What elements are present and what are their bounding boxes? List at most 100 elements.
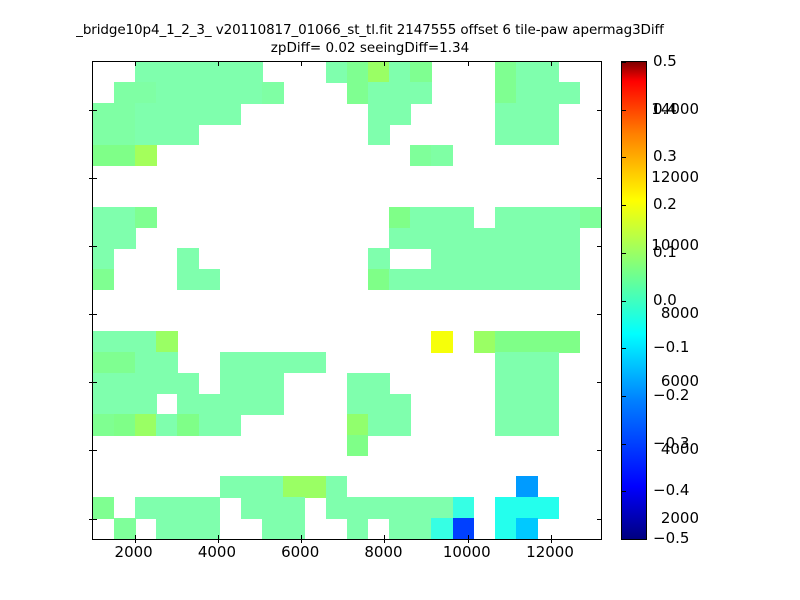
heatmap-cell <box>346 82 369 104</box>
heatmap-cell <box>452 248 475 270</box>
y-tick-mark <box>89 518 93 520</box>
colorbar-tick-mark <box>622 539 626 540</box>
heatmap-cell <box>283 497 305 519</box>
heatmap-cell <box>410 517 432 539</box>
heatmap-cell <box>113 331 136 353</box>
heatmap-cell <box>516 227 538 249</box>
x-tick-mark <box>384 62 386 66</box>
colorbar-tick-mark <box>622 348 626 350</box>
heatmap-cell <box>431 497 454 519</box>
figure-subtitle: zpDiff= 0.02 seeingDiff=1.34 <box>270 40 470 56</box>
heatmap-cell <box>410 206 432 229</box>
heatmap-cell <box>558 331 581 353</box>
colorbar[interactable] <box>621 61 647 540</box>
heatmap-cell <box>516 476 538 498</box>
heatmap-cell <box>135 144 157 166</box>
heatmap-cell <box>156 123 178 146</box>
x-tick-mark <box>217 539 219 543</box>
heatmap-cell <box>177 269 200 291</box>
colorbar-tick-label: 0.3 <box>653 147 677 166</box>
x-tick-mark <box>551 539 553 543</box>
colorbar-tick-label: −0.2 <box>653 385 690 404</box>
y-tick-mark <box>89 450 93 452</box>
colorbar-tick-label: −0.3 <box>653 433 690 452</box>
heatmap-cell <box>240 82 263 104</box>
heatmap-cell <box>367 414 390 436</box>
heatmap-cell <box>156 82 178 104</box>
heatmap-cell <box>198 269 221 291</box>
heatmap-cell <box>177 248 200 270</box>
heatmap-cell <box>135 103 157 125</box>
heatmap-cell <box>367 62 390 84</box>
heatmap-cell <box>219 103 242 125</box>
heatmap-cell <box>494 123 517 146</box>
heatmap-cell <box>537 206 559 229</box>
heatmap-cell <box>537 269 559 291</box>
heatmap-cell <box>389 82 411 104</box>
heatmap-cell <box>431 269 454 291</box>
heatmap-cell <box>262 393 284 415</box>
heatmap-cells <box>93 62 601 539</box>
heatmap-cell <box>113 414 136 436</box>
y-tick-mark <box>597 518 601 520</box>
heatmap-cell <box>240 352 263 374</box>
heatmap-cell <box>177 393 200 415</box>
y-tick-mark <box>89 382 93 384</box>
heatmap-cell <box>240 497 263 519</box>
heatmap-cell <box>537 414 559 436</box>
heatmap-cell <box>198 497 221 519</box>
colorbar-tick-label: 0.1 <box>653 242 677 261</box>
heatmap-cell <box>367 372 390 395</box>
heatmap-cell <box>135 62 157 84</box>
x-tick-mark <box>301 535 303 539</box>
x-tick-mark <box>217 535 219 539</box>
heatmap-cell <box>198 62 221 84</box>
y-tick-mark <box>89 245 93 247</box>
heatmap-cell <box>93 497 115 519</box>
heatmap-cell <box>389 517 411 539</box>
x-tick-mark <box>301 62 303 66</box>
heatmap-cell <box>516 82 538 104</box>
heatmap-cell <box>113 352 136 374</box>
heatmap-cell <box>325 497 348 519</box>
heatmap-cell <box>156 62 178 84</box>
heatmap-cell <box>177 62 200 84</box>
heatmap-cell <box>473 269 496 291</box>
heatmap-cell <box>389 269 411 291</box>
y-tick-mark <box>89 177 93 179</box>
heatmap-cell <box>198 82 221 104</box>
x-tick-mark <box>384 539 386 543</box>
heatmap-cell <box>346 62 369 84</box>
heatmap-cell <box>537 393 559 415</box>
heatmap-cell <box>93 227 115 249</box>
heatmap-cell <box>558 248 581 270</box>
heatmap-cell <box>93 393 115 415</box>
heatmap-cell <box>304 476 327 498</box>
y-tick-label: 8000 <box>660 304 699 323</box>
x-tick-mark <box>134 535 136 539</box>
heatmap-cell <box>367 103 390 125</box>
heatmap-cell <box>135 331 157 353</box>
y-tick-mark <box>93 177 97 179</box>
heatmap-cell <box>113 206 136 229</box>
heatmap-cell <box>219 476 242 498</box>
y-tick-label: 6000 <box>660 372 699 391</box>
x-tick-mark <box>551 62 553 66</box>
heatmap-cell <box>346 393 369 415</box>
heatmap-cell <box>537 248 559 270</box>
heatmap-cell <box>325 62 348 84</box>
heatmap-cell <box>516 62 538 84</box>
heatmap-cell <box>240 476 263 498</box>
heatmap-cell <box>516 206 538 229</box>
heatmap-cell <box>198 393 221 415</box>
heatmap-cell <box>198 103 221 125</box>
heatmap-cell <box>389 497 411 519</box>
heatmap-cell <box>558 227 581 249</box>
heatmap-cell <box>177 123 200 146</box>
heatmap-cell <box>135 352 157 374</box>
colorbar-tick-mark <box>622 252 626 254</box>
heatmap-cell <box>410 269 432 291</box>
x-tick-label: 2000 <box>114 543 153 561</box>
heatmap-cell <box>156 497 178 519</box>
